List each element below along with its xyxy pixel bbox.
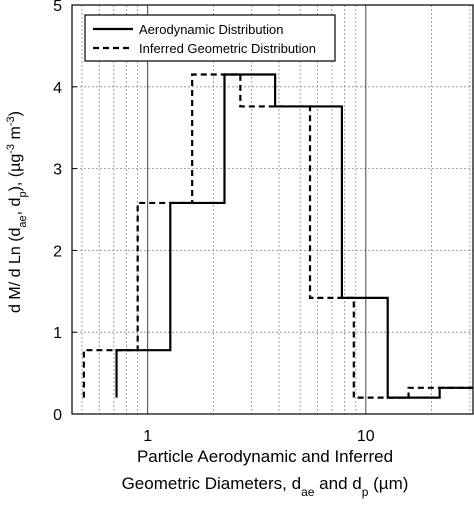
- y-tick-label: 1: [53, 325, 62, 342]
- y-tick-label: 2: [53, 243, 62, 260]
- bin: [138, 203, 193, 414]
- y-tick-label: 3: [53, 162, 62, 179]
- y-label-part: ae: [17, 215, 29, 227]
- y-label-part: ), (µg: [7, 154, 24, 192]
- x-label-part: and d: [314, 474, 361, 493]
- y-label-part: d M/ d Ln (d: [7, 228, 24, 313]
- histogram-outline: [115, 73, 473, 399]
- y-label-part: -3: [5, 144, 17, 154]
- y-axis-label: d M/ d Ln (dae, dp), (µg-3 m-3): [5, 111, 29, 313]
- x-tick-label: 1: [143, 428, 152, 445]
- x-axis-label: Particle Aerodynamic and Inferred: [137, 447, 393, 466]
- y-label-part: , d: [7, 198, 24, 216]
- legend-label: Aerodynamic Distribution: [139, 22, 284, 37]
- x-axis-label: Geometric Diameters, dae and dp (µm): [122, 474, 409, 499]
- plot-frame: [71, 4, 474, 415]
- bin: [240, 106, 310, 414]
- x-label-part: (µm): [368, 474, 408, 493]
- legend-box: [84, 14, 336, 62]
- y-label-part: -3: [5, 116, 17, 126]
- y-tick-label: 4: [53, 80, 62, 97]
- legend-label: Inferred Geometric Distribution: [139, 41, 316, 56]
- bin: [310, 298, 354, 414]
- x-label-part: p: [362, 485, 369, 499]
- y-label-part: p: [17, 191, 29, 197]
- bin: [409, 388, 473, 414]
- bin: [192, 75, 240, 414]
- y-label-part: m: [7, 126, 24, 144]
- x-label-part: ae: [301, 485, 315, 499]
- x-label-part: Geometric Diameters, d: [122, 474, 302, 493]
- histogram-outline: [82, 73, 473, 399]
- bin: [354, 398, 409, 414]
- y-tick-label: 0: [53, 407, 62, 424]
- x-tick-label: 10: [357, 428, 375, 445]
- y-label-part: ): [7, 111, 24, 116]
- bin: [84, 350, 138, 414]
- y-tick-label: 5: [53, 0, 62, 15]
